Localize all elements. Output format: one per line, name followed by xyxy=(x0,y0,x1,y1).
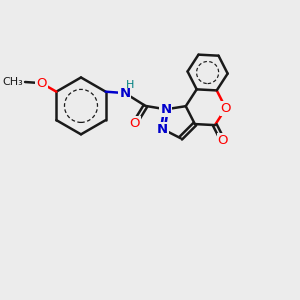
Text: O: O xyxy=(218,134,228,147)
Text: O: O xyxy=(36,76,47,90)
Text: N: N xyxy=(157,123,168,136)
Text: H: H xyxy=(126,80,134,90)
Text: N: N xyxy=(160,103,172,116)
Text: N: N xyxy=(119,87,130,100)
Text: CH₃: CH₃ xyxy=(2,77,23,87)
Text: O: O xyxy=(220,102,231,115)
Text: O: O xyxy=(129,117,140,130)
